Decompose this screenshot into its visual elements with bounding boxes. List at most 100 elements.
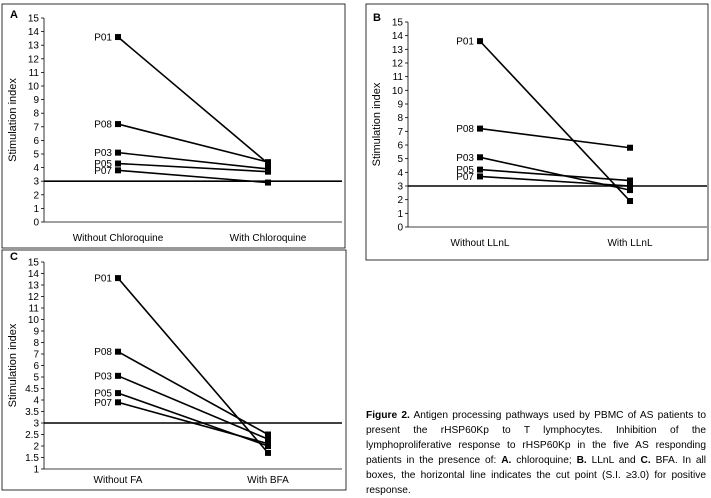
y-tick-label: 10 [28,315,40,326]
y-tick-label: 15 [28,258,40,269]
data-point-p01-after [265,449,271,456]
y-tick-label: 10 [28,82,40,93]
y-tick-label: 11 [29,68,40,79]
data-point-p07-after [265,179,271,186]
y-tick-label: 3 [33,419,39,430]
y-tick-label: 7 [33,122,39,133]
data-point-p08-after [265,159,271,166]
y-tick-label: 2 [33,190,39,201]
data-point-p03-before [115,149,121,156]
y-tick-label: 12 [392,59,404,70]
data-point-p07-after [265,440,271,447]
panel-frame [1,3,346,249]
caption-label-c: C. [640,455,651,466]
series-label-p07: P07 [94,398,112,409]
data-point-p08-after [265,431,271,438]
y-tick-label: 6 [33,361,39,372]
caption-label-b: B. [576,455,587,466]
caption-text-intro: Antigen processing pathways used by PBMC… [366,410,706,466]
panel-frame [365,3,709,261]
series-label-p08: P08 [94,347,112,358]
y-tick-label: 7 [33,350,39,361]
data-point-p07-before [115,167,121,174]
y-tick-label: 8 [33,109,39,120]
y-tick-label: 4 [33,163,39,174]
y-tick-label: 5 [397,154,403,165]
data-point-p05-after [265,168,271,175]
y-axis-label: Stimulation index [371,82,383,166]
series-line-p01 [117,277,269,454]
data-point-p08-before [115,121,121,128]
y-tick-label: 0 [397,223,403,234]
y-tick-label: 15 [28,14,40,25]
series-label-p08: P08 [94,120,112,131]
y-tick-label: 3.5 [25,407,39,418]
figure-caption: Figure 2. Antigen processing pathways us… [366,408,706,498]
y-tick-label: 2.5 [25,430,39,441]
data-point-p01-after [627,198,633,205]
y-tick-label: 11 [393,72,404,83]
panel-frame [1,249,347,491]
y-tick-label: 4 [397,168,403,179]
data-point-p01-before [115,34,121,41]
y-tick-label: 1 [33,204,39,215]
y-tick-label: 15 [392,18,404,29]
x-category-label: Without LLnL [451,238,510,249]
y-tick-label: 13 [392,45,404,56]
y-tick-label: 5 [33,150,39,161]
data-point-p08-before [115,348,121,355]
caption-text-b: LLnL and [586,455,641,466]
data-point-p01-before [115,275,121,282]
caption-text-a: chloroquine; [511,455,577,466]
series-label-p01: P01 [94,33,112,44]
data-point-p03-after [265,436,271,443]
y-tick-label: 4 [33,396,39,407]
y-tick-label: 1 [33,465,39,476]
y-tick-label: 5 [33,373,39,384]
panel-letter: A [10,9,18,21]
y-tick-label: 12 [28,54,40,65]
series-label-p01: P01 [456,37,474,48]
y-tick-label: 2 [397,195,403,206]
series-label-p08: P08 [456,124,474,135]
data-point-p03-after [627,187,633,194]
y-tick-label: 8 [33,338,39,349]
y-tick-label: 9 [33,95,39,106]
x-category-label: With Chloroquine [230,233,307,244]
data-point-p08-after [627,144,633,151]
series-label-p01: P01 [94,274,112,285]
series-line-p07 [117,401,269,445]
series-line-p05 [479,168,631,182]
y-tick-label: 14 [392,31,404,42]
y-tick-label: 10 [392,86,404,97]
y-tick-label: 7 [397,127,403,138]
data-point-p01-before [477,38,483,45]
data-point-p07-before [477,173,483,180]
y-tick-label: 3 [397,182,403,193]
x-category-label: Without Chloroquine [73,233,164,244]
panel-letter: B [373,12,381,24]
series-line-p01 [117,36,269,165]
series-line-p08 [117,123,269,163]
y-axis-label: Stimulation index [7,78,19,162]
data-point-p03-before [477,154,483,161]
series-label-p05: P05 [456,165,474,176]
y-tick-label: 0 [33,218,39,229]
series-label-p07: P07 [456,172,474,183]
series-line-p08 [479,127,631,149]
y-tick-label: 1 [397,209,403,220]
caption-label-a: A. [501,455,512,466]
series-line-p05 [117,162,269,173]
x-category-label: Without FA [94,475,143,486]
y-tick-label: 8 [397,113,403,124]
series-line-p07 [117,169,269,184]
data-point-p07-before [115,399,121,406]
series-line-p01 [479,40,631,202]
series-line-p08 [117,350,269,436]
data-point-p07-after [627,183,633,189]
series-line-p07 [479,175,631,187]
y-tick-label: 6 [33,136,39,147]
